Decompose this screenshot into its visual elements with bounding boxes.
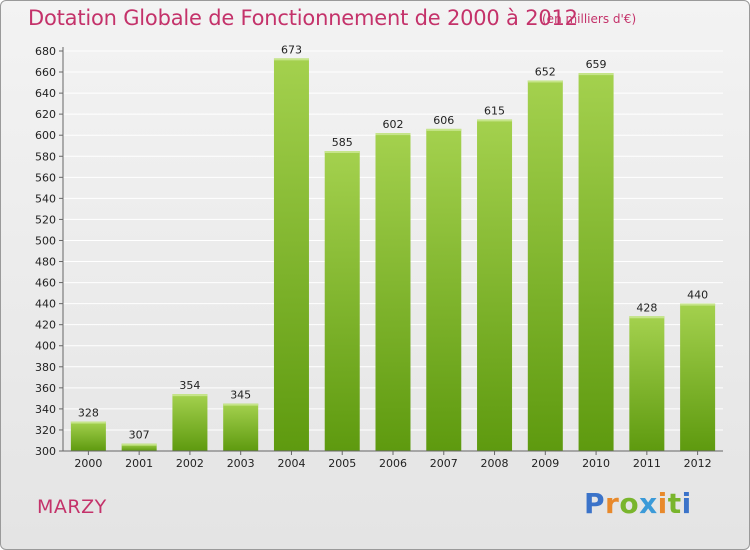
y-tick-label: 380 [35, 361, 56, 374]
data-label: 345 [230, 389, 251, 402]
y-tick-label: 560 [35, 171, 56, 184]
axes: 300 320 340 360 380 400 420 440 460 480 500 520 540 5… [35, 43, 723, 470]
y-tick-label: 600 [35, 129, 56, 142]
bar [324, 151, 360, 451]
logo-letter: x [639, 487, 658, 520]
bar [223, 403, 259, 451]
logo-letter: o [619, 487, 640, 520]
x-tick-label: 2000 [74, 457, 102, 470]
bar-highlight [70, 421, 106, 424]
data-label: 440 [687, 289, 708, 302]
bar [680, 303, 716, 451]
y-tick-label: 300 [35, 445, 56, 458]
bar [273, 58, 309, 452]
bar [426, 128, 462, 451]
data-label: 615 [484, 104, 505, 117]
y-tick-label: 500 [35, 234, 56, 247]
data-label: 652 [535, 65, 556, 78]
data-label: 659 [586, 58, 607, 71]
bar-highlight [172, 394, 208, 397]
y-tick-label: 360 [35, 382, 56, 395]
bar [121, 443, 157, 451]
y-tick-label: 440 [35, 298, 56, 311]
bar-highlight [680, 303, 716, 306]
logo-letter: i [657, 487, 668, 520]
bar-highlight [426, 128, 462, 131]
x-tick-label: 2010 [582, 457, 610, 470]
y-tick-label: 460 [35, 277, 56, 290]
data-label: 307 [129, 429, 150, 442]
bars [70, 58, 716, 452]
bar [70, 421, 106, 451]
x-tick-label: 2006 [379, 457, 407, 470]
x-tick-label: 2005 [328, 457, 356, 470]
x-tick-label: 2001 [125, 457, 153, 470]
data-label: 354 [179, 379, 200, 392]
x-tick-label: 2008 [481, 457, 509, 470]
chart-title: Dotation Globale de Fonctionnement de 20… [28, 6, 578, 30]
bar [477, 119, 513, 451]
logo-letter: r [605, 487, 620, 520]
data-label: 428 [636, 301, 657, 314]
x-tick-label: 2004 [277, 457, 305, 470]
bar-highlight [629, 316, 665, 319]
bar-highlight [121, 443, 157, 446]
logo-letter: P [584, 487, 606, 520]
y-tick-label: 340 [35, 403, 56, 416]
bar-highlight [477, 119, 513, 122]
y-tick-label: 540 [35, 192, 56, 205]
data-label: 606 [433, 114, 454, 127]
y-tick-label: 620 [35, 108, 56, 121]
bar [578, 73, 614, 452]
bar [629, 316, 665, 451]
bar-highlight [375, 133, 411, 136]
y-tick-label: 660 [35, 66, 56, 79]
data-label: 602 [383, 118, 404, 131]
x-tick-label: 2009 [531, 457, 559, 470]
logo-letter: t [667, 487, 682, 520]
bar-highlight [223, 403, 259, 406]
y-tick-label: 480 [35, 256, 56, 269]
bar [375, 133, 411, 451]
y-tick-label: 400 [35, 340, 56, 353]
y-tick-label: 680 [35, 45, 56, 58]
bar [172, 394, 208, 451]
bar-highlight [324, 151, 360, 153]
y-tick-label: 420 [35, 319, 56, 332]
y-tick-label: 580 [35, 150, 56, 163]
x-tick-label: 2007 [430, 457, 458, 470]
bar-highlight [273, 58, 309, 61]
bar [527, 80, 563, 451]
location-name: MARZY [37, 496, 107, 518]
bar-highlight [578, 73, 614, 76]
logo-letter: i [681, 487, 692, 520]
data-label: 328 [78, 407, 99, 420]
x-tick-label: 2011 [633, 457, 661, 470]
y-tick-label: 320 [35, 424, 56, 437]
y-tick-label: 520 [35, 213, 56, 226]
x-tick-label: 2002 [176, 457, 204, 470]
data-label: 673 [281, 43, 302, 56]
bar-highlight [527, 80, 563, 83]
x-tick-label: 2012 [684, 457, 712, 470]
data-label: 585 [332, 136, 353, 149]
proxiti-logo: Proxiti [584, 487, 692, 520]
x-tick-label: 2003 [227, 457, 255, 470]
chart-subtitle: (en milliers d'€) [542, 12, 637, 26]
y-tick-label: 640 [35, 87, 56, 100]
